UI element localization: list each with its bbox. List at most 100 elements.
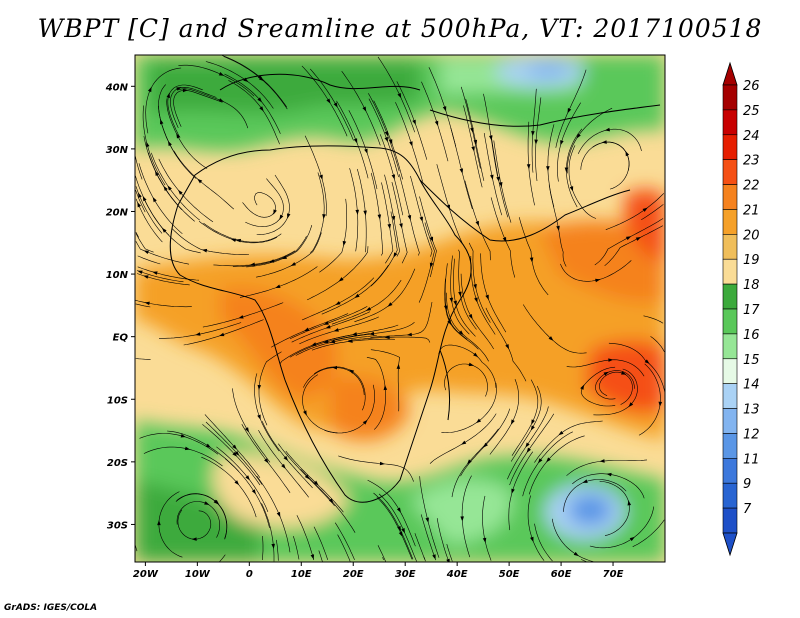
streamline — [333, 322, 415, 341]
streamline-arrow — [143, 275, 149, 279]
streamline-arrow — [281, 255, 288, 260]
streamline-arrow — [271, 543, 275, 549]
colorbar-label: 20 — [743, 228, 760, 243]
streamline — [468, 242, 491, 323]
streamline — [420, 514, 437, 561]
streamline — [295, 335, 377, 356]
lat-axis: 40N 30N 20N 10N EQ 10S 20S 30S — [105, 82, 135, 531]
streamline-arrow — [232, 444, 237, 450]
colorbar-label: 9 — [743, 477, 751, 492]
streamline — [444, 263, 468, 340]
streamline-arrow — [635, 236, 642, 241]
streamline-arrow — [283, 455, 289, 461]
streamline-arrow — [473, 352, 479, 358]
streamline — [482, 495, 492, 561]
streamline — [202, 302, 284, 328]
streamline-arrow — [257, 414, 261, 420]
streamline — [145, 67, 182, 134]
streamline-arrow — [498, 182, 503, 188]
streamline-arrow — [625, 150, 630, 157]
streamline — [396, 81, 428, 160]
streamline — [382, 557, 384, 561]
streamline-arrow — [147, 86, 152, 93]
colorbar-swatch — [722, 333, 738, 360]
streamline — [223, 56, 288, 110]
streamline-arrow — [621, 371, 627, 375]
streamline — [377, 56, 415, 133]
streamline — [299, 316, 379, 345]
streamline-arrow — [629, 536, 635, 542]
streamline — [489, 378, 519, 455]
streamline-arrow — [569, 186, 574, 192]
streamline-arrow — [391, 215, 396, 222]
streamline-arrow — [412, 119, 416, 125]
streamline — [370, 172, 384, 256]
streamline — [568, 145, 597, 219]
streamline — [271, 313, 349, 348]
streamline — [301, 65, 348, 137]
streamline-arrow — [604, 127, 610, 132]
streamline — [380, 134, 404, 216]
streamline-arrow — [567, 108, 572, 114]
streamline — [552, 518, 594, 562]
streamline — [444, 363, 488, 397]
streamline-arrow — [348, 369, 355, 374]
streamline — [373, 492, 414, 560]
streamline — [464, 180, 491, 261]
streamline-arrow — [218, 98, 225, 102]
streamline-arrow — [407, 215, 412, 221]
streamline-arrow — [178, 189, 183, 195]
streamline — [377, 545, 386, 562]
streamline-arrow — [201, 248, 208, 253]
streamline — [608, 342, 665, 394]
streamline — [135, 303, 151, 308]
streamline — [643, 315, 664, 324]
streamline — [348, 110, 378, 190]
streamline-arrow — [354, 293, 360, 298]
streamline-arrow — [453, 300, 457, 306]
streamline-arrow — [458, 330, 464, 336]
streamline — [373, 100, 403, 180]
streamline — [465, 98, 485, 181]
streamline — [304, 135, 327, 217]
streamline — [338, 455, 414, 482]
streamline — [605, 193, 665, 230]
streamline-arrow — [580, 384, 585, 390]
streamline — [173, 89, 223, 127]
streamline-arrow — [530, 536, 534, 543]
streamline-arrow — [244, 427, 250, 433]
streamline — [557, 102, 581, 182]
colorbar-swatch — [722, 458, 738, 484]
colorbar-label: 17 — [743, 303, 760, 318]
lon-tick-label: 50E — [499, 569, 520, 580]
colorbar-label: 21 — [743, 203, 760, 218]
streamline-arrow — [401, 527, 405, 534]
streamline-arrow — [333, 102, 338, 108]
streamline — [510, 385, 542, 462]
streamline-arrow — [391, 174, 396, 180]
streamline-arrow — [142, 195, 147, 202]
streamline — [527, 121, 535, 206]
streamline-arrow — [303, 410, 307, 416]
streamline — [135, 189, 146, 213]
streamline-arrow — [425, 517, 429, 523]
streamline — [306, 246, 369, 301]
streamline — [213, 250, 295, 267]
streamline — [300, 468, 356, 533]
streamline-arrow — [176, 133, 181, 139]
streamline-arrow — [234, 480, 240, 486]
streamline-arrow — [323, 321, 329, 325]
streamline — [256, 232, 322, 278]
streamline — [480, 253, 507, 333]
streamline-arrow — [595, 278, 601, 283]
colorbar-bottom-arrow — [722, 532, 738, 557]
streamline — [311, 338, 395, 351]
streamline — [566, 359, 645, 377]
streamline-arrow — [419, 216, 423, 222]
streamline-arrow — [176, 87, 182, 91]
streamline-arrow — [476, 418, 482, 424]
streamline-arrow — [353, 138, 358, 144]
streamline-arrow — [526, 164, 531, 170]
colorbar-label: 26 — [743, 79, 760, 94]
colorbar-swatch — [722, 84, 738, 111]
